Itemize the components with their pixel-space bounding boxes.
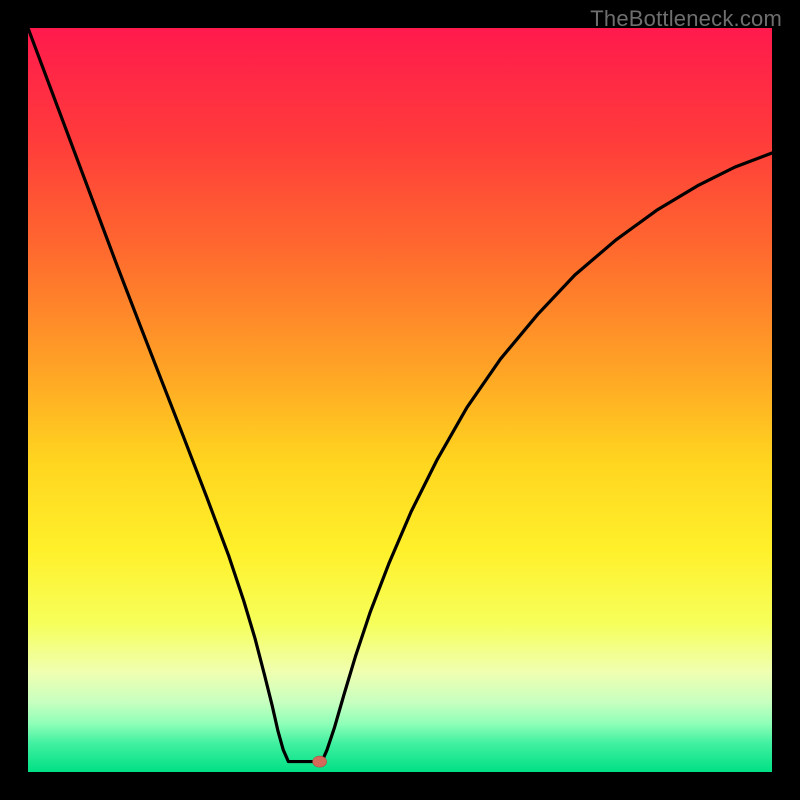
optimal-point-marker: [313, 756, 327, 767]
plot-background: [28, 28, 772, 772]
bottleneck-chart: [0, 0, 800, 800]
chart-container: TheBottleneck.com: [0, 0, 800, 800]
watermark-text: TheBottleneck.com: [590, 6, 782, 32]
